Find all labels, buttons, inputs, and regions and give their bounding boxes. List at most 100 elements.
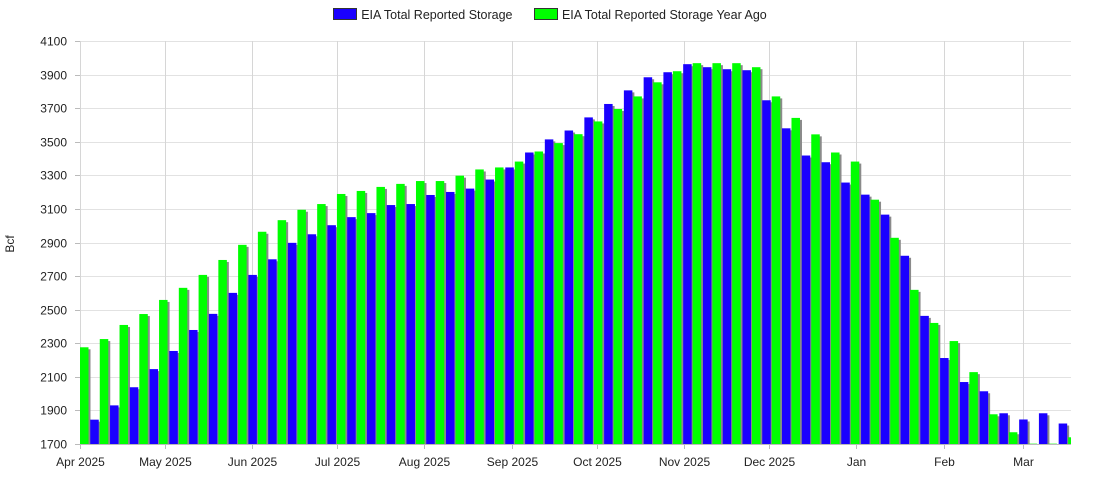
bar-storage-year-ago — [435, 181, 445, 444]
bar-storage-year-ago — [356, 190, 366, 444]
bar-storage-year-ago — [732, 63, 741, 444]
bar-storage — [663, 72, 672, 444]
bar-storage — [781, 128, 791, 444]
bar-storage — [386, 205, 396, 444]
bar-storage — [189, 329, 198, 444]
legend-swatch-storage-year-ago — [533, 7, 558, 20]
bar-storage — [742, 70, 751, 444]
bar-storage-year-ago — [297, 209, 306, 444]
x-tick-label: Nov 2025 — [659, 455, 711, 469]
bar-storage-year-ago — [495, 167, 504, 444]
bar-storage-year-ago — [80, 347, 89, 444]
bar-storage-year-ago — [119, 324, 129, 444]
bar-storage-year-ago — [218, 259, 227, 444]
bar-storage-year-ago — [949, 341, 959, 444]
bar-storage-year-ago — [376, 186, 385, 444]
bar-storage-year-ago — [139, 314, 148, 444]
bar-storage — [604, 103, 613, 444]
x-tick-label: Aug 2025 — [399, 455, 451, 469]
bar-storage-year-ago — [277, 220, 287, 444]
bar-storage — [722, 69, 732, 444]
bar-storage — [999, 413, 1008, 444]
bar-storage-year-ago — [929, 322, 939, 444]
y-tick-label: 2500 — [40, 304, 67, 318]
x-tick-label: Apr 2025 — [56, 455, 105, 469]
bar-shadow — [1070, 439, 1071, 444]
bar-storage — [426, 194, 435, 444]
bar-storage — [485, 179, 495, 444]
bar-storage — [248, 274, 257, 444]
bar-storage — [584, 117, 593, 444]
legend-item-storage-year-ago[interactable]: EIA Total Reported Storage Year Ago — [533, 7, 767, 22]
bar-storage — [940, 358, 949, 444]
bar-storage — [683, 64, 692, 444]
bar-storage-year-ago — [831, 152, 840, 444]
bar-storage — [702, 67, 712, 444]
x-tick-label: Dec 2025 — [744, 455, 796, 469]
bar-storage — [307, 234, 317, 444]
bar-storage — [1058, 423, 1068, 444]
bar-storage — [821, 162, 831, 444]
legend-label-storage: EIA Total Reported Storage — [361, 7, 513, 22]
bar-storage-year-ago — [890, 237, 899, 444]
bar-storage-year-ago — [159, 299, 168, 444]
y-tick-label: 3900 — [40, 69, 67, 83]
bar-storage — [505, 167, 514, 444]
bar-storage-year-ago — [910, 289, 919, 444]
bar-storage-year-ago — [574, 134, 583, 444]
y-tick-label: 2300 — [40, 337, 67, 351]
bar-storage-year-ago — [771, 96, 781, 444]
y-axis-title: Bcf — [3, 235, 17, 253]
bar-storage — [900, 255, 910, 444]
bar-storage-year-ago — [554, 143, 563, 444]
y-tick-label: 3100 — [40, 203, 67, 217]
bar-storage — [841, 182, 850, 444]
y-tick-label: 4100 — [40, 35, 67, 49]
bar-storage — [228, 292, 238, 444]
legend-swatch-storage — [333, 7, 358, 20]
y-tick-label: 3500 — [40, 136, 67, 150]
bar-storage — [801, 155, 811, 444]
bar-storage-year-ago — [791, 117, 800, 444]
y-tick-label: 2900 — [40, 237, 67, 251]
x-tick-label: Jan — [847, 455, 866, 469]
bar-storage-year-ago — [257, 231, 267, 444]
bar-storage-year-ago — [99, 339, 109, 444]
bar-storage-year-ago — [317, 204, 326, 444]
bar-storage — [90, 419, 99, 444]
legend-label-storage-year-ago: EIA Total Reported Storage Year Ago — [561, 7, 767, 22]
bar-storage-year-ago — [751, 67, 761, 444]
bar-storage — [623, 90, 633, 444]
bar-storage — [465, 188, 475, 444]
bar-storage-year-ago — [593, 121, 603, 444]
bar-storage — [1038, 413, 1048, 444]
x-tick-label: Jul 2025 — [315, 455, 361, 469]
legend-item-storage[interactable]: EIA Total Reported Storage — [333, 7, 513, 22]
bar-storage — [920, 315, 929, 444]
bar-storage-year-ago — [989, 414, 998, 444]
bar-storage-year-ago — [653, 82, 662, 444]
x-tick-label: Jun 2025 — [228, 455, 278, 469]
x-tick-label: Feb — [934, 455, 955, 469]
x-tick-label: Oct 2025 — [573, 455, 622, 469]
bar-storage — [643, 77, 653, 444]
bar-storage — [959, 382, 969, 444]
bar-storage — [1019, 419, 1028, 444]
axes: 1700 1900 2100 2300 2500 2700 2900 3100 3300 3500… — [40, 35, 1071, 469]
y-tick-label: 2100 — [40, 371, 67, 385]
bar-storage-year-ago — [672, 71, 682, 444]
y-tick-label: 3300 — [40, 169, 67, 183]
bar-storage — [287, 242, 297, 444]
bars — [80, 63, 1071, 444]
y-tick-label: 1900 — [40, 404, 67, 418]
bar-storage — [327, 225, 336, 444]
bar-storage — [446, 191, 455, 444]
bar-storage-year-ago — [514, 161, 524, 444]
x-tick-label: Mar — [1013, 455, 1034, 469]
bar-storage-year-ago — [613, 109, 623, 444]
bar-storage-year-ago — [198, 274, 208, 444]
bar-storage-year-ago — [238, 244, 247, 444]
y-tick-label: 1700 — [40, 438, 67, 452]
bar-storage-year-ago — [455, 175, 465, 444]
